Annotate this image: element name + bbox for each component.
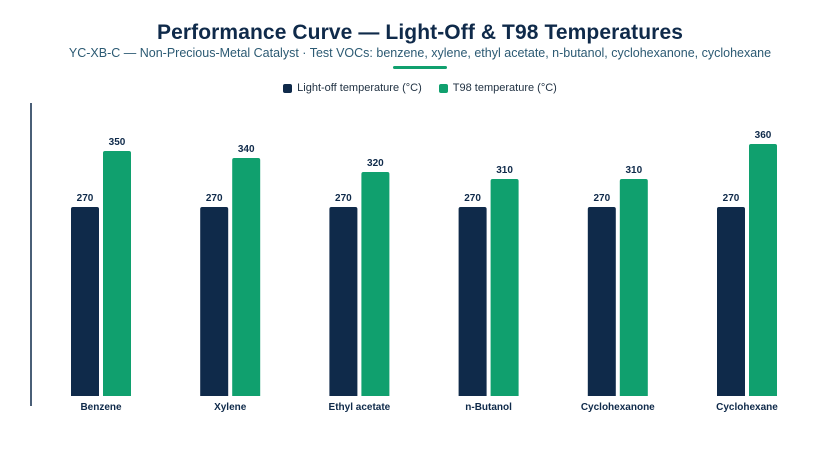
bar-light-off-2[interactable] [329,207,358,396]
bar-value-label-t98-5: 360 [755,130,772,141]
chart-title: Performance Curve — Light-Off & T98 Temp… [156,21,684,44]
bar-value-label-light-off-5: 270 [723,193,740,204]
legend-label-light-off: Light-off temperature (°C) [297,82,422,94]
bar-value-label-t98-3: 310 [496,165,513,176]
bar-light-off-1[interactable] [200,207,229,396]
bar-value-label-light-off-1: 270 [206,193,223,204]
x-tick-label-1: Xylene [214,402,247,413]
bar-value-label-t98-0: 350 [109,137,126,148]
bar-t98-5[interactable] [749,144,777,396]
bar-light-off-4[interactable] [587,207,616,396]
bar-t98-2[interactable] [361,172,390,396]
bar-value-label-t98-4: 310 [625,165,642,176]
x-tick-label-3: n-Butanol [465,402,512,413]
x-tick-label-0: Benzene [80,402,122,413]
bar-value-label-t98-2: 320 [367,158,384,169]
legend-item-t98[interactable]: T98 temperature (°C) [438,82,557,94]
chart-legend: Light-off temperature (°C) T98 temperatu… [0,82,840,94]
bar-light-off-3[interactable] [458,207,487,396]
chart-subtitle: YC-XB-C — Non-Precious-Metal Catalyst · … [68,46,772,60]
x-tick-label-2: Ethyl acetate [329,402,391,413]
legend-item-light-off[interactable]: Light-off temperature (°C) [283,82,422,94]
bar-t98-3[interactable] [490,179,519,396]
bar-t98-0[interactable] [103,151,131,396]
legend-swatch-t98 [438,83,448,93]
bar-light-off-0[interactable] [71,207,99,396]
bar-value-label-t98-1: 340 [238,144,255,155]
bar-value-label-light-off-3: 270 [464,193,481,204]
bar-light-off-5[interactable] [717,207,745,396]
bar-t98-4[interactable] [619,179,648,396]
legend-swatch-light-off [283,83,293,93]
x-tick-label-4: Cyclohexanone [581,402,655,413]
title-accent-line [393,66,447,69]
bar-t98-1[interactable] [232,158,261,396]
x-tick-label-5: Cyclohexane [716,402,778,413]
legend-label-t98: T98 temperature (°C) [452,82,557,94]
bar-value-label-light-off-4: 270 [593,193,610,204]
bar-value-label-light-off-2: 270 [335,193,352,204]
bar-value-label-light-off-0: 270 [77,193,94,204]
